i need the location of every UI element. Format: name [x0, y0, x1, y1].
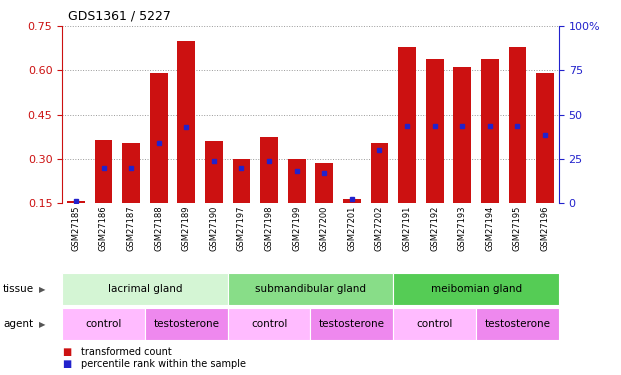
Bar — [232, 159, 250, 203]
Text: agent: agent — [3, 319, 34, 329]
Bar — [393, 273, 559, 305]
Bar — [476, 308, 559, 340]
Text: control: control — [85, 319, 122, 329]
Bar — [145, 308, 228, 340]
Bar — [228, 308, 310, 340]
Text: ■: ■ — [62, 359, 71, 369]
Bar — [536, 73, 554, 203]
Bar — [205, 141, 223, 203]
Bar — [481, 59, 499, 203]
Bar — [178, 41, 195, 203]
Bar — [228, 273, 393, 305]
Bar — [398, 48, 416, 203]
Bar — [62, 273, 228, 305]
Bar — [393, 308, 476, 340]
Bar — [453, 67, 471, 203]
Bar — [315, 163, 333, 203]
Text: ■: ■ — [62, 346, 71, 357]
Bar — [343, 200, 361, 203]
Bar — [150, 73, 168, 203]
Bar — [310, 308, 393, 340]
Text: meibomian gland: meibomian gland — [430, 284, 522, 294]
Text: transformed count: transformed count — [81, 346, 171, 357]
Bar — [122, 142, 140, 203]
Text: testosterone: testosterone — [319, 319, 385, 329]
Bar — [288, 159, 306, 203]
Text: control: control — [251, 319, 288, 329]
Text: testosterone: testosterone — [484, 319, 550, 329]
Bar — [67, 201, 85, 203]
Bar — [426, 59, 443, 203]
Bar — [62, 308, 145, 340]
Bar — [260, 136, 278, 203]
Text: GDS1361 / 5227: GDS1361 / 5227 — [68, 9, 171, 22]
Bar — [94, 140, 112, 203]
Text: tissue: tissue — [3, 284, 34, 294]
Bar — [509, 48, 527, 203]
Text: lacrimal gland: lacrimal gland — [107, 284, 182, 294]
Text: testosterone: testosterone — [153, 319, 219, 329]
Text: submandibular gland: submandibular gland — [255, 284, 366, 294]
Text: ▶: ▶ — [39, 285, 45, 294]
Text: percentile rank within the sample: percentile rank within the sample — [81, 359, 246, 369]
Text: control: control — [417, 319, 453, 329]
Bar — [371, 143, 389, 203]
Text: ▶: ▶ — [39, 320, 45, 328]
